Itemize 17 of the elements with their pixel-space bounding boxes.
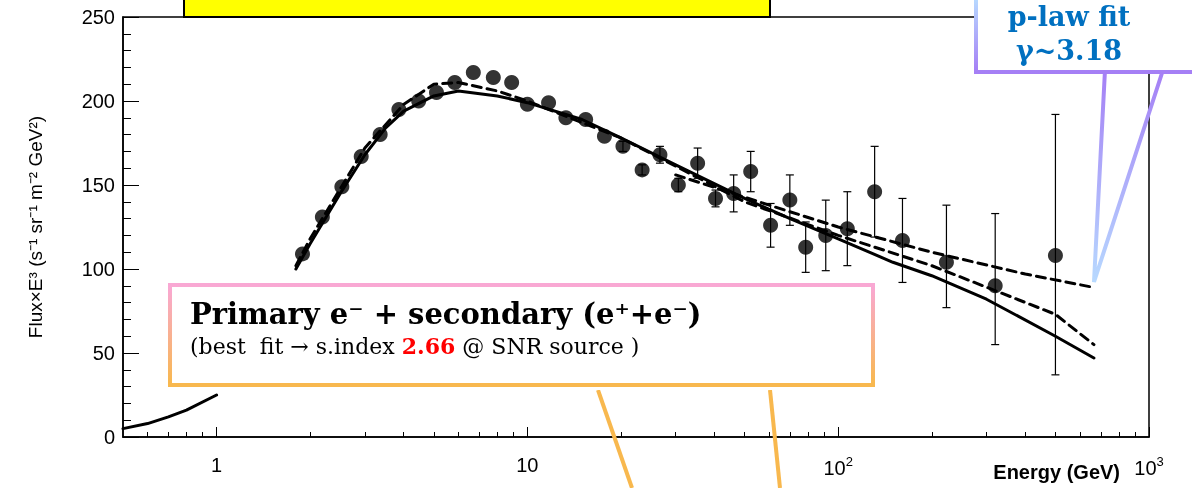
callout: p-law fit γ~3.18 (974, 0, 1192, 286)
annotation: 2.66 (401, 333, 456, 359)
y-tick-label: 0 (103, 426, 115, 448)
y-tick-label: 100 (81, 258, 115, 280)
x-tick-label: 1 (211, 454, 223, 476)
annotation: @ SNR source ) (462, 334, 640, 359)
annotation: (best fit → s.index (190, 334, 395, 359)
y-tick-label: 250 (81, 6, 115, 28)
x-tick-label: 10 (516, 454, 539, 476)
y-tick-label: 200 (81, 90, 115, 112)
annotation: γ~3.18 (1014, 34, 1124, 68)
y-tick-label: 150 (81, 174, 115, 196)
y-axis-title: Flux×E³ (s⁻¹ sr⁻¹ m⁻² GeV²) (25, 115, 46, 339)
y-tick-label: 50 (92, 342, 115, 364)
annotation: Primary e⁻ + secondary (e⁺+e⁻) (190, 297, 703, 331)
annotation: p-law fit (1006, 0, 1132, 34)
x-axis-title: Energy (GeV) (993, 461, 1120, 483)
